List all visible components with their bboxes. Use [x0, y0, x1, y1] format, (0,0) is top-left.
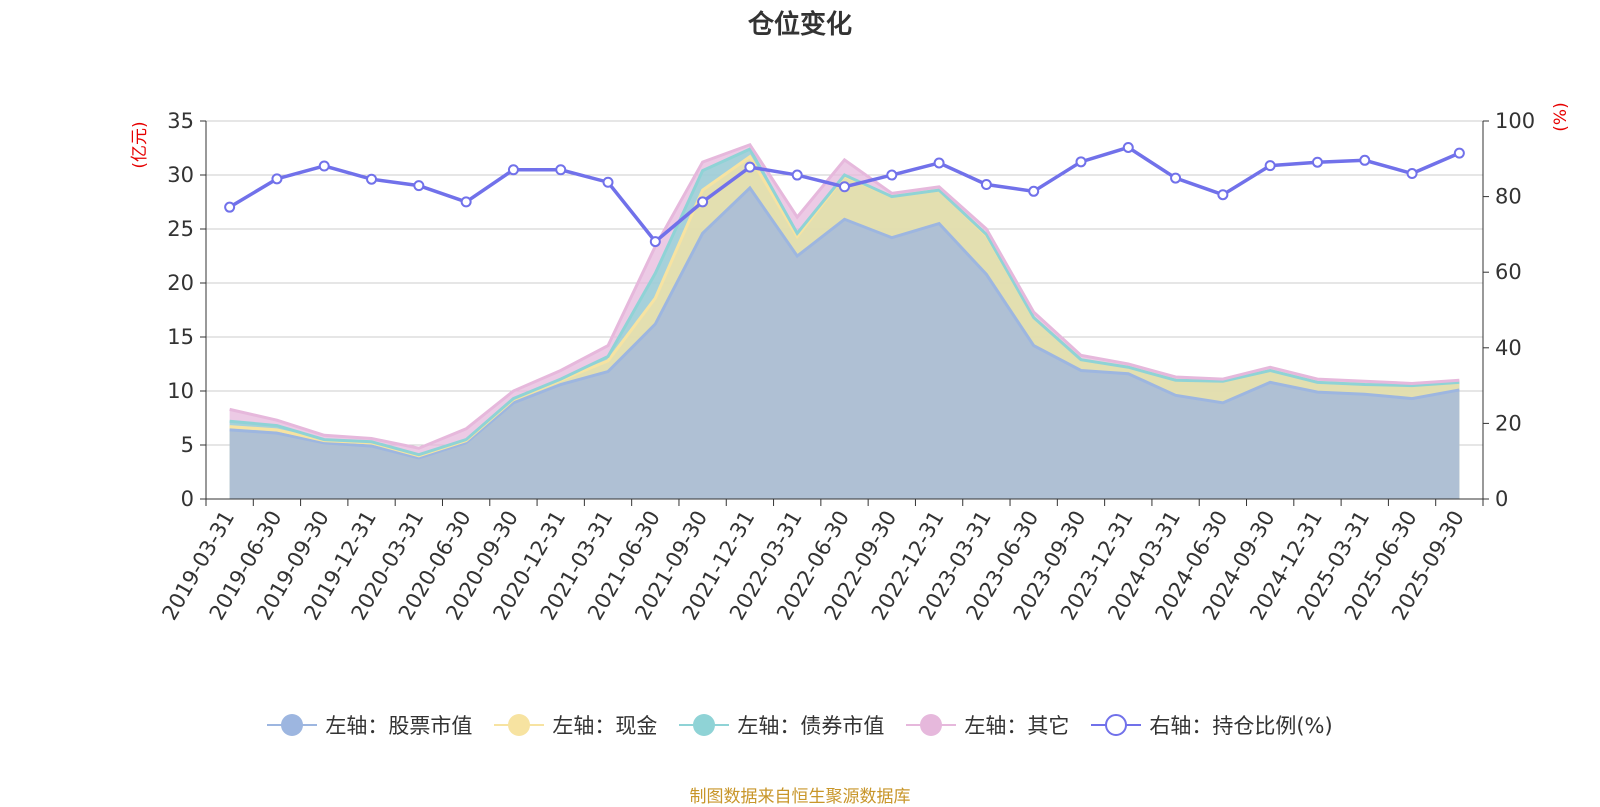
legend-marker	[281, 714, 304, 736]
legend-item[interactable]: 左轴：股票市值	[267, 710, 472, 740]
legend-marker	[508, 714, 531, 736]
left-axis-tick-label: 20	[167, 271, 194, 295]
legend-swatch	[494, 713, 545, 737]
ratio-point	[555, 164, 567, 176]
chart-title: 仓位变化	[747, 10, 852, 40]
ratio-point	[1075, 156, 1087, 168]
ratio-point	[1170, 172, 1182, 184]
legend-item[interactable]: 左轴：现金	[494, 710, 657, 740]
left-axis-unit: (亿元)	[130, 121, 150, 168]
legend-swatch	[679, 713, 730, 737]
legend-item[interactable]: 左轴：其它	[906, 710, 1069, 740]
left-axis-tick-label: 35	[167, 109, 194, 133]
right-axis-tick-label: 60	[1495, 260, 1522, 284]
ratio-point	[318, 160, 330, 172]
ratio-point	[1028, 185, 1040, 197]
ratio-point	[224, 201, 236, 213]
legend-marker	[693, 714, 716, 736]
ratio-point	[791, 169, 803, 181]
ratio-point	[744, 161, 756, 173]
data-source-note: 制图数据来自恒生聚源数据库	[689, 787, 911, 807]
ratio-point	[980, 179, 992, 191]
area-左轴：股票市值	[229, 187, 1460, 499]
area-edge-左轴：其它	[229, 142, 1460, 450]
right-axis-tick-label: 0	[1495, 487, 1508, 511]
left-axis-tick-label: 10	[167, 379, 194, 403]
right-axis-tick-label: 100	[1495, 109, 1535, 133]
ratio-point	[366, 173, 378, 185]
ratio-line	[224, 141, 1465, 248]
ratio-point	[460, 196, 472, 208]
ratio-point	[271, 173, 283, 185]
left-axis-tick-label: 25	[167, 217, 194, 241]
left-axis-tick-label: 0	[181, 487, 194, 511]
ratio-point	[1359, 154, 1371, 166]
legend: 左轴：股票市值 左轴：现金 左轴：债券市值 左轴：其它 右轴：持仓比例(%)	[0, 710, 1600, 740]
right-axis-unit: (%)	[1551, 102, 1571, 131]
right-axis-tick-label: 40	[1495, 336, 1522, 360]
right-axis-tick-label: 20	[1495, 411, 1522, 435]
ratio-point	[602, 176, 614, 188]
ratio-point	[886, 169, 898, 181]
legend-swatch	[1091, 713, 1142, 737]
legend-label: 左轴：债券市值	[737, 714, 885, 738]
legend-item[interactable]: 右轴：持仓比例(%)	[1091, 710, 1333, 740]
ratio-point	[1122, 141, 1134, 153]
ratio-point	[1217, 189, 1229, 201]
ratio-point	[1264, 160, 1276, 172]
legend-label: 左轴：股票市值	[325, 714, 473, 738]
legend-label: 右轴：持仓比例(%)	[1149, 714, 1333, 738]
ratio-point	[507, 164, 519, 176]
legend-label: 左轴：现金	[552, 714, 658, 738]
ratio-point	[649, 236, 661, 248]
right-axis-tick-label: 80	[1495, 185, 1522, 209]
left-axis-tick-label: 15	[167, 325, 194, 349]
legend-label: 左轴：其它	[964, 714, 1070, 738]
chart-plot: 051015202530350204060801002019-03-312019…	[130, 102, 1571, 624]
ratio-point	[839, 181, 850, 193]
ratio-point	[413, 180, 425, 192]
stacked-areas	[229, 142, 1460, 499]
ratio-point	[1406, 168, 1418, 180]
legend-item[interactable]: 左轴：债券市值	[679, 710, 884, 740]
left-axis-tick-label: 30	[167, 163, 194, 187]
area-edge-左轴：股票市值	[229, 185, 1460, 460]
ratio-point	[697, 196, 709, 208]
legend-marker	[920, 714, 943, 736]
legend-swatch	[906, 713, 957, 737]
legend-marker	[1105, 714, 1128, 736]
area-edge-左轴：债券市值	[229, 147, 1460, 457]
ratio-point	[1311, 156, 1323, 168]
ratio-point	[1453, 147, 1465, 159]
left-axis-tick-label: 5	[181, 433, 194, 457]
legend-swatch	[267, 713, 318, 737]
ratio-point	[933, 157, 945, 169]
